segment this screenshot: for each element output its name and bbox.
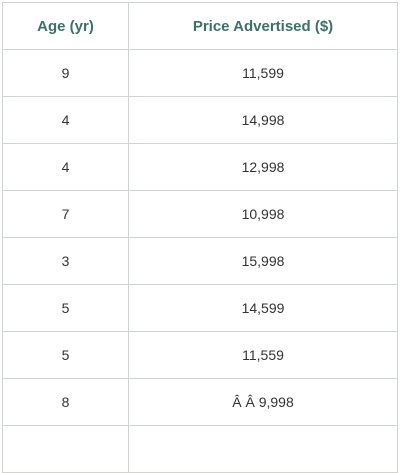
header-price: Price Advertised ($) (128, 2, 398, 50)
cell-age: 9 (2, 49, 129, 97)
cell-age: 8 (2, 378, 129, 426)
table-row: 9 11,599 (2, 49, 398, 97)
table-row: 4 14,998 (2, 96, 398, 144)
cell-price: 15,998 (128, 237, 398, 285)
table-row: 5 14,599 (2, 284, 398, 332)
cell-age: 5 (2, 284, 129, 332)
table-row (2, 425, 398, 473)
cell-price: 14,599 (128, 284, 398, 332)
cell-price (128, 425, 398, 473)
cell-price: 12,998 (128, 143, 398, 191)
cell-price: 11,559 (128, 331, 398, 379)
table-row: 3 15,998 (2, 237, 398, 285)
cell-age (2, 425, 129, 473)
cell-price: 14,998 (128, 96, 398, 144)
cell-age: 7 (2, 190, 129, 238)
table-row: 4 12,998 (2, 143, 398, 191)
cell-price: 11,599 (128, 49, 398, 97)
cell-age: 3 (2, 237, 129, 285)
cell-age: 4 (2, 143, 129, 191)
table-row: 5 11,559 (2, 331, 398, 379)
table-body: 9 11,599 4 14,998 4 12,998 7 10,998 3 15,998 5 14,5… (2, 49, 398, 473)
cell-price: Â Â 9,998 (128, 378, 398, 426)
header-age: Age (yr) (2, 2, 129, 50)
cell-age: 5 (2, 331, 129, 379)
table-row: 7 10,998 (2, 190, 398, 238)
cell-age: 4 (2, 96, 129, 144)
cell-price: 10,998 (128, 190, 398, 238)
table-header-row: Age (yr) Price Advertised ($) (2, 2, 398, 50)
